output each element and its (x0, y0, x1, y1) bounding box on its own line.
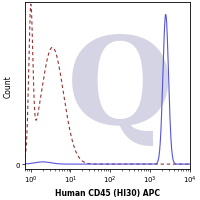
Y-axis label: Count: Count (3, 75, 12, 97)
X-axis label: Human CD45 (HI30) APC: Human CD45 (HI30) APC (55, 188, 160, 197)
Text: Q: Q (67, 31, 174, 148)
